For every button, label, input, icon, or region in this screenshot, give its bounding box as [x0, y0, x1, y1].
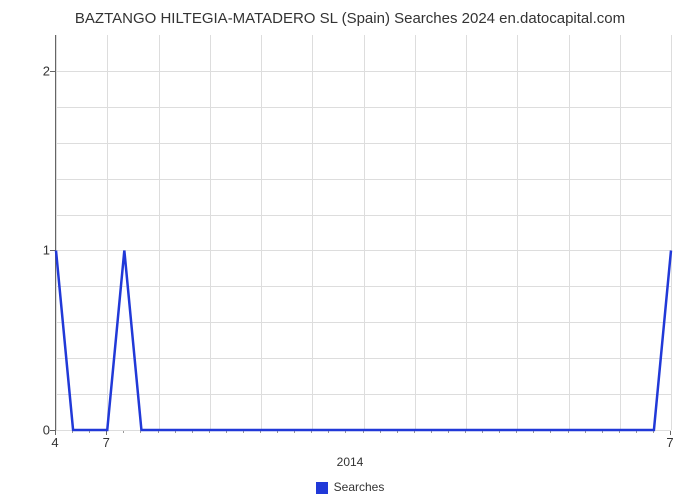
grid-line-v — [671, 35, 672, 430]
legend: Searches — [0, 480, 700, 494]
legend-swatch — [316, 482, 328, 494]
y-tick-label: 2 — [43, 63, 50, 78]
y-tick-label: 1 — [43, 243, 50, 258]
x-axis-label: 2014 — [0, 455, 700, 469]
series-line — [56, 250, 671, 430]
legend-label: Searches — [334, 480, 385, 494]
plot-area — [55, 35, 671, 431]
line-chart-svg — [56, 35, 671, 430]
chart-container: BAZTANGO HILTEGIA-MATADERO SL (Spain) Se… — [0, 0, 700, 500]
x-tick-label: 4 — [51, 435, 58, 450]
x-tick-label: 7 — [666, 435, 673, 450]
y-tick-label: 0 — [43, 423, 50, 438]
chart-title: BAZTANGO HILTEGIA-MATADERO SL (Spain) Se… — [0, 10, 700, 27]
x-tick-label: 7 — [103, 435, 110, 450]
